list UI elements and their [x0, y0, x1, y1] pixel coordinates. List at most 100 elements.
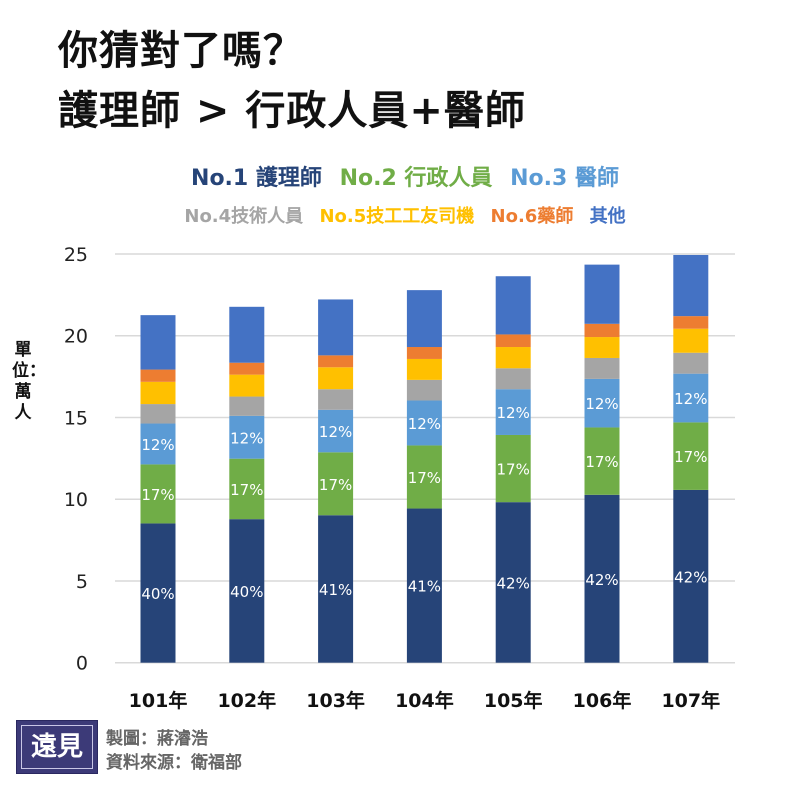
legend-entry: No.1 護理師: [191, 166, 322, 191]
title-line-2: 護理師 > 行政人員+醫師: [58, 88, 526, 134]
data-label: 12%: [674, 390, 707, 408]
logo: 遠見: [16, 720, 98, 774]
bar-segment: [229, 415, 265, 459]
bar-segment: [584, 357, 620, 379]
bar-segment: [495, 434, 531, 503]
bar-segment: [584, 427, 620, 495]
bar-segment: [229, 306, 265, 363]
bar-segment: [584, 378, 620, 428]
data-label: 17%: [497, 461, 530, 479]
data-label: 12%: [230, 429, 263, 447]
bar-segment: [673, 352, 709, 374]
bar-segment: [495, 502, 531, 663]
bar-segment: [673, 373, 709, 423]
bar-segment: [229, 362, 265, 375]
legend-entry: No.2 行政人員: [339, 166, 493, 191]
credit-author: 製圖：蔣濬浩: [106, 729, 208, 749]
data-label: 17%: [408, 469, 441, 487]
data-label: 17%: [674, 448, 707, 466]
bar-segment: [406, 358, 442, 380]
bar-segment: [406, 508, 442, 663]
bar-segment: [318, 367, 354, 390]
bar-segment: [495, 389, 531, 435]
data-label: 17%: [319, 476, 352, 494]
bar-segment: [584, 323, 620, 338]
legend-entry: No.5技工工友司機: [319, 206, 475, 227]
bar-segment: [229, 458, 265, 520]
data-label: 17%: [230, 481, 263, 499]
data-label: 42%: [497, 574, 530, 592]
bar-segment: [318, 355, 354, 368]
bar-segment: [318, 389, 354, 410]
bar-segment: [140, 381, 176, 405]
data-label: 12%: [497, 404, 530, 422]
bar-segment: [673, 422, 709, 490]
data-label: 40%: [141, 585, 174, 603]
bar-segment: [406, 290, 442, 348]
title-line-1: 你猜對了嗎？: [58, 28, 304, 74]
legend-entry: 其他: [589, 206, 626, 227]
data-label: 41%: [319, 581, 352, 599]
legend-row-2: No.4技術人員 No.5技工工友司機 No.6藥師 其他: [0, 202, 792, 228]
logo-text: 遠見: [21, 725, 93, 769]
data-label: 12%: [319, 423, 352, 441]
x-tick-label: 107年: [661, 689, 720, 712]
bar-segment: [140, 315, 176, 370]
bar-segment: [406, 445, 442, 509]
bar-segment: [584, 264, 620, 324]
y-tick-label: 20: [64, 326, 88, 348]
data-label: 12%: [141, 436, 174, 454]
bar-segment: [495, 368, 531, 390]
credit-source: 資料來源：衛福部: [106, 753, 242, 773]
bar-segment: [584, 337, 620, 358]
bar-segment: [673, 328, 709, 353]
data-label: 40%: [230, 583, 263, 601]
x-tick-label: 104年: [395, 689, 454, 712]
x-tick-label: 101年: [129, 689, 188, 712]
bar-segment: [229, 396, 265, 416]
y-tick-label: 15: [64, 407, 88, 429]
legend-entry: No.3 醫師: [510, 166, 619, 191]
data-label: 17%: [141, 486, 174, 504]
y-tick-label: 0: [76, 653, 88, 675]
bar-segment: [140, 404, 176, 424]
x-tick-label: 102年: [217, 689, 276, 712]
bar-segment: [495, 276, 531, 335]
data-label: 42%: [674, 568, 707, 586]
bar-segment: [140, 523, 176, 663]
legend-entry: No.6藥師: [490, 206, 574, 227]
bar-segment: [584, 494, 620, 663]
x-tick-label: 105年: [484, 689, 543, 712]
bar-segment: [140, 369, 176, 382]
bar-segment: [318, 299, 354, 356]
data-label: 12%: [585, 395, 618, 413]
bar-segment: [140, 423, 176, 465]
legend-entry: No.4技術人員: [184, 206, 304, 227]
bar-segment: [406, 379, 442, 401]
y-tick-label: 25: [64, 244, 88, 266]
y-tick-label: 5: [76, 571, 88, 593]
legend-row-1: No.1 護理師 No.2 行政人員 No.3 醫師: [0, 160, 792, 192]
bar-segment: [318, 515, 354, 663]
bar-segment: [318, 409, 354, 453]
data-label: 12%: [408, 415, 441, 433]
data-label: 41%: [408, 578, 441, 596]
data-label: 17%: [585, 453, 618, 471]
data-label: 42%: [585, 571, 618, 589]
bar-segment: [406, 347, 442, 359]
bar-segment: [673, 489, 709, 663]
bar-segment: [140, 464, 176, 524]
bar-segment: [229, 374, 265, 397]
bar-segment: [406, 400, 442, 446]
x-tick-label: 103年: [306, 689, 365, 712]
bar-segment: [318, 452, 354, 516]
bar-segment: [673, 316, 709, 329]
y-tick-label: 10: [64, 489, 88, 511]
x-tick-label: 106年: [573, 689, 632, 712]
bar-segment: [495, 347, 531, 369]
bar-segment: [495, 334, 531, 348]
bar-segment: [229, 519, 265, 663]
bar-segment: [673, 254, 709, 317]
